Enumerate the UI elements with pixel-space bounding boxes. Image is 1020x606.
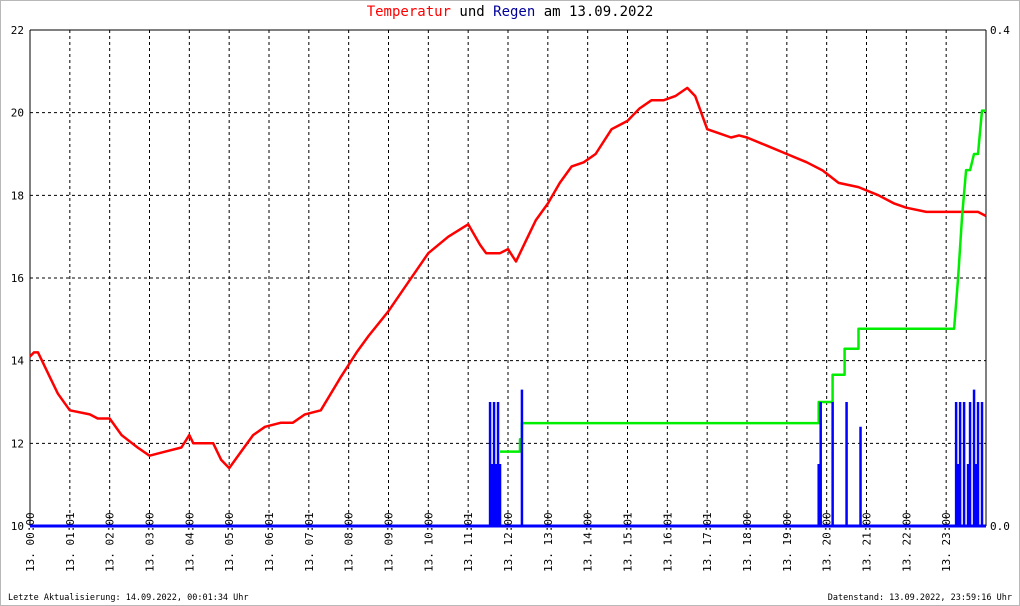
x-tick-label: 13. 16:01 xyxy=(661,512,674,572)
x-tick-label: 13. 13:00 xyxy=(542,512,555,572)
temperature-line xyxy=(29,86,987,470)
x-tick-label: 13. 03:00 xyxy=(144,512,157,572)
y-left-tick-label: 12 xyxy=(11,437,24,450)
x-tick-label: 13. 19:00 xyxy=(781,512,794,572)
x-tick-label: 13. 17:01 xyxy=(701,512,714,572)
data-status: Datenstand: 13.09.2022, 23:59:16 Uhr xyxy=(827,593,1012,603)
x-tick-label: 13. 22:00 xyxy=(900,512,913,572)
x-tick-label: 13. 18:00 xyxy=(741,512,754,572)
title-temperature: Temperatur xyxy=(366,4,451,20)
x-tick-label: 13. 08:00 xyxy=(343,512,356,572)
x-tick-label: 13. 10:00 xyxy=(422,512,435,572)
x-tick-label: 13. 05:00 xyxy=(223,512,236,572)
rain-sum-line xyxy=(500,109,986,453)
x-tick-label: 13. 23:00 xyxy=(940,512,953,572)
title-and: und xyxy=(450,4,494,20)
x-tick-label: 13. 06:01 xyxy=(263,512,276,572)
title-rain: Regen xyxy=(493,4,536,20)
title-date: am 13.09.2022 xyxy=(535,4,654,20)
x-tick-label: 13. 14:00 xyxy=(582,512,595,572)
y-left-tick-label: 14 xyxy=(11,355,25,368)
y-left-tick-label: 18 xyxy=(11,189,24,202)
x-tick-label: 13. 21:00 xyxy=(861,512,874,572)
y-right-tick-label: 0.0 xyxy=(990,520,1010,533)
x-tick-label: 13. 04:00 xyxy=(183,512,196,572)
x-tick-label: 13. 12:00 xyxy=(502,512,515,572)
chart-title: Temperatur und Regen am 13.09.2022 xyxy=(0,4,1020,20)
x-tick-label: 13. 09:00 xyxy=(383,512,396,572)
last-update: Letzte Aktualisierung: 14.09.2022, 00:01… xyxy=(8,593,249,603)
x-tick-label: 13. 07:01 xyxy=(303,512,316,572)
x-tick-label: 13. 15:01 xyxy=(622,512,635,572)
y-left-tick-label: 20 xyxy=(11,107,24,120)
y-left-tick-label: 22 xyxy=(11,24,24,37)
x-tick-label: 13. 01:01 xyxy=(64,512,77,572)
y-right-tick-label: 0.4 xyxy=(990,24,1010,37)
x-tick-label: 13. 02:00 xyxy=(104,512,117,572)
x-tick-label: 13. 11:01 xyxy=(462,512,475,572)
y-left-tick-label: 16 xyxy=(11,272,24,285)
y-left-tick-label: 10 xyxy=(11,520,24,533)
